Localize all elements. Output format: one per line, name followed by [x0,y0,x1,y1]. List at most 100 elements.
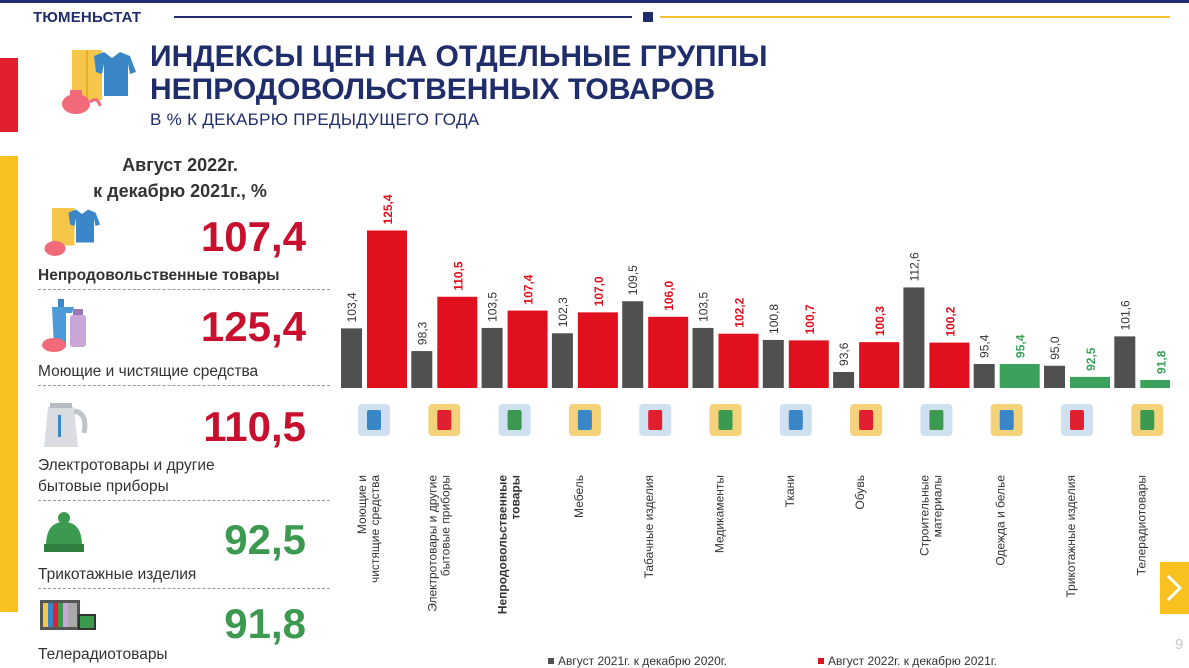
category-label: Непродовольственные [496,475,510,614]
category-icon [1131,404,1164,436]
bar-series-2 [929,342,970,388]
data-label-series-1: 95,0 [1048,336,1062,360]
category-icon [568,404,601,436]
data-label-series-2: 107,4 [522,274,536,304]
category-label: Обувь [853,475,867,510]
chevron-right-icon [1166,574,1183,602]
header-rule-gold [660,16,1170,18]
summary-row-nonfood: 107,4 Непродовольственные товары [36,205,330,295]
bar-series-2 [859,342,900,388]
bar-series-1 [551,333,573,388]
data-label-series-1: 103,4 [345,292,359,322]
summary-row-tv: 91,8 Телерадиотовары [36,596,306,666]
category-label: Ткани [783,475,797,507]
summary-row-detergents: 125,4 Моющие и чистящие средства [36,295,330,386]
bar-series-2 [648,316,689,388]
category-label: Электротовары и другие [425,475,439,612]
bar-series-1 [1114,336,1136,388]
summary-label: Телерадиотовары [38,646,168,663]
summary-label-line-1: Электротовары и другие [38,457,215,474]
bar-series-1 [411,351,433,388]
category-label: Строительные [917,475,931,556]
bar-series-1 [481,327,503,388]
legend-label-series-2: Август 2022г. к декабрю 2021г. [828,654,997,668]
data-label-series-2: 91,8 [1154,350,1168,374]
category-label: Табачные изделия [642,475,656,578]
category-icon [850,404,883,436]
price-index-chart: 103,4 125,4 Моющие и чистящие средства 98,3 1… [341,194,1170,668]
bar-series-1 [692,327,714,388]
clothes-icon [54,46,138,123]
left-panel-heading: Август 2022г. к декабрю 2021г., % [60,152,300,204]
bar-series-2 [1070,376,1110,388]
bar-series-2 [718,333,759,388]
legend-swatch-series-2 [818,658,824,664]
data-label-series-2: 100,7 [803,304,817,334]
tv-icon [38,596,98,645]
legend-swatch-series-1 [548,658,554,664]
data-label-series-1: 103,5 [486,292,500,322]
bar-series-1 [622,301,644,388]
bar-series-1 [762,339,784,388]
bar-series-1 [1044,365,1065,388]
detergent-icon [38,295,98,360]
bar-series-1 [973,363,995,388]
header-rule-square [643,12,653,22]
dashed-divider [38,500,330,501]
summary-value: 91,8 [224,600,306,647]
bar-series-1 [833,371,855,388]
data-label-series-2: 110,5 [451,261,465,291]
data-label-series-1: 112,6 [907,252,921,281]
title-line-2: НЕПРОДОВОЛЬСТВЕННЫХ ТОВАРОВ [150,73,716,106]
category-label: Трикотажные изделия [1064,475,1078,598]
clothes-icon [38,205,102,264]
category-icon [639,404,672,436]
data-label-series-1: 95,4 [978,334,992,358]
summary-value: 110,5 [203,403,306,450]
next-slide-button[interactable] [1160,562,1189,614]
dashed-divider [38,588,330,589]
data-label-series-1: 103,5 [697,292,711,322]
summary-row-knitwear: 92,5 Трикотажные изделия [36,508,330,598]
category-icon [779,404,812,436]
bar-series-1 [903,287,925,388]
data-label-series-2: 107,0 [592,276,606,306]
summary-row-appliances: 110,5 Электротовары и другие бытовые при… [36,395,330,501]
side-accent-yellow [0,156,18,612]
left-heading-line-2: к декабрю 2021г., % [93,181,267,201]
title-line-1: ИНДЕКСЫ ЦЕН НА ОТДЕЛЬНЫЕ ГРУППЫ [150,40,768,73]
kettle-icon [38,395,94,456]
side-accent-red [0,58,18,132]
summary-label: Трикотажные изделия [38,566,197,583]
bar-series-1 [341,328,362,388]
data-label-series-2: 125,4 [381,194,395,224]
data-label-series-1: 100,8 [767,304,781,334]
summary-label: Непродовольственные товары [38,267,280,284]
data-label-series-2: 106,0 [662,280,676,310]
data-label-series-2: 102,2 [733,297,747,327]
data-label-series-2: 95,4 [1014,334,1028,358]
category-label: Одежда и белье [994,475,1008,566]
summary-value: 125,4 [200,303,306,350]
top-band [0,0,1189,3]
category-label: Телерадиотовары [1134,475,1148,575]
category-label: товары [509,475,523,520]
data-label-series-1: 102,3 [556,297,570,327]
org-name: ТЮМЕНЬСТАТ [33,9,142,26]
bar-series-2 [999,363,1040,388]
category-icon [920,404,953,436]
summary-value: 92,5 [224,516,306,563]
category-label: Медикаменты [713,475,727,553]
category-icon [428,404,461,436]
bar-series-2 [507,310,548,388]
category-icon [990,404,1023,436]
category-icon [498,404,531,436]
legend-label-series-1: Август 2021г. к декабрю 2020г. [558,654,727,668]
data-label-series-2: 100,3 [873,306,887,336]
header-rule-blue [174,16,632,18]
bar-series-2 [788,340,829,388]
summary-value: 107,4 [200,213,306,260]
bar-series-2 [577,312,618,388]
dashed-divider [38,385,330,386]
data-label-series-1: 93,6 [837,342,851,366]
